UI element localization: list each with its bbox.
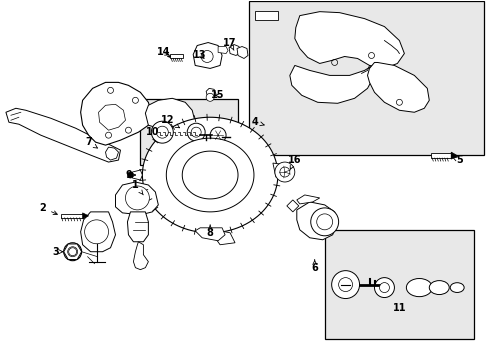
Polygon shape	[142, 117, 277, 233]
Polygon shape	[218, 46, 227, 54]
Ellipse shape	[406, 279, 431, 297]
Polygon shape	[254, 11, 277, 20]
Ellipse shape	[428, 280, 448, 294]
Circle shape	[316, 214, 332, 230]
Circle shape	[105, 132, 111, 138]
Polygon shape	[166, 138, 253, 212]
Ellipse shape	[449, 283, 463, 292]
Polygon shape	[296, 195, 319, 204]
Circle shape	[201, 50, 213, 62]
FancyBboxPatch shape	[248, 1, 483, 155]
Circle shape	[127, 172, 133, 178]
Polygon shape	[127, 212, 148, 242]
Circle shape	[107, 87, 113, 93]
Text: 10: 10	[145, 127, 159, 137]
Text: 7: 7	[85, 137, 97, 148]
Polygon shape	[115, 182, 158, 215]
Text: 3: 3	[52, 247, 62, 257]
Circle shape	[206, 93, 214, 101]
Circle shape	[310, 208, 338, 236]
Circle shape	[331, 271, 359, 298]
Text: 9: 9	[125, 170, 135, 180]
Polygon shape	[289, 62, 377, 103]
Polygon shape	[367, 62, 428, 112]
Polygon shape	[294, 12, 404, 68]
Text: 8: 8	[206, 225, 213, 238]
Polygon shape	[206, 88, 216, 97]
Polygon shape	[61, 214, 82, 218]
Text: 16: 16	[287, 155, 301, 169]
Polygon shape	[6, 108, 120, 162]
Circle shape	[191, 127, 201, 137]
FancyBboxPatch shape	[324, 230, 473, 339]
Text: 11: 11	[392, 302, 406, 312]
Polygon shape	[286, 200, 298, 212]
Circle shape	[68, 248, 77, 256]
Circle shape	[151, 121, 173, 143]
Polygon shape	[193, 42, 222, 68]
Circle shape	[338, 278, 352, 292]
Polygon shape	[63, 244, 81, 260]
Polygon shape	[182, 151, 238, 199]
Polygon shape	[237, 46, 247, 58]
Circle shape	[274, 162, 294, 182]
Polygon shape	[167, 55, 170, 58]
Polygon shape	[430, 153, 450, 158]
Circle shape	[125, 127, 131, 133]
Circle shape	[379, 283, 388, 293]
Text: 2: 2	[40, 203, 57, 215]
Polygon shape	[99, 104, 125, 130]
Circle shape	[84, 220, 108, 244]
Polygon shape	[133, 242, 148, 270]
Circle shape	[63, 243, 81, 261]
Polygon shape	[272, 163, 289, 179]
Polygon shape	[450, 152, 457, 159]
Text: 17: 17	[223, 37, 236, 50]
Text: 15: 15	[211, 90, 224, 100]
Text: 1: 1	[132, 180, 143, 195]
Polygon shape	[215, 231, 235, 245]
Text: 12: 12	[160, 115, 179, 128]
FancyBboxPatch shape	[140, 99, 238, 165]
Text: 13: 13	[193, 50, 206, 60]
Polygon shape	[296, 202, 336, 240]
Circle shape	[156, 126, 168, 138]
Circle shape	[279, 167, 289, 177]
Text: 4: 4	[251, 117, 264, 127]
Polygon shape	[132, 170, 142, 180]
Polygon shape	[228, 45, 240, 55]
Circle shape	[125, 186, 149, 210]
Circle shape	[210, 127, 225, 143]
Text: 14: 14	[156, 48, 170, 58]
Polygon shape	[81, 82, 152, 145]
Polygon shape	[82, 213, 88, 219]
Text: 5: 5	[452, 155, 462, 165]
Polygon shape	[170, 54, 183, 58]
Circle shape	[187, 123, 205, 141]
Polygon shape	[105, 147, 118, 160]
Polygon shape	[195, 228, 224, 241]
Circle shape	[132, 97, 138, 103]
Polygon shape	[145, 98, 195, 132]
Circle shape	[374, 278, 394, 298]
Polygon shape	[81, 212, 115, 252]
Text: 6: 6	[311, 260, 318, 273]
Circle shape	[67, 247, 78, 257]
